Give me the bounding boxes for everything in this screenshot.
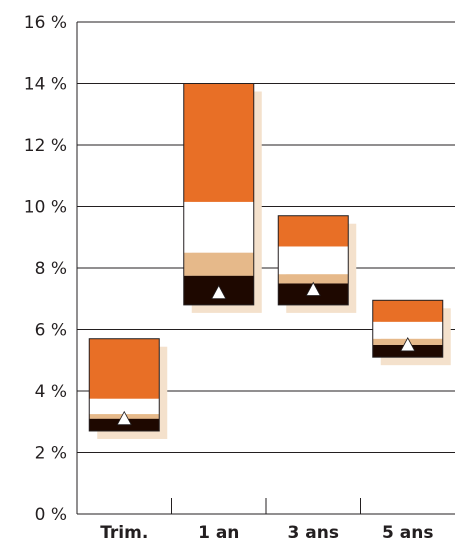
x-category-label: 1 an <box>198 523 239 543</box>
value-marker <box>305 281 321 296</box>
value-marker <box>400 337 416 352</box>
bar-outline <box>183 83 255 306</box>
bars <box>88 83 451 439</box>
bar-segment <box>278 274 349 284</box>
y-tick-label: 14 % <box>24 75 67 95</box>
y-tick-label: 12 % <box>24 136 67 156</box>
y-tick-label: 2 % <box>35 444 67 464</box>
bar-outline <box>277 215 349 306</box>
y-tick-label: 16 % <box>24 13 67 33</box>
value-marker <box>211 284 227 300</box>
bar-segment <box>372 321 443 339</box>
y-tick-label: 4 % <box>35 382 67 402</box>
bar-segment <box>372 300 443 322</box>
bar-segment <box>278 215 349 247</box>
bar-segment <box>183 83 254 202</box>
bar-segment <box>278 246 349 275</box>
bar-outline <box>372 299 444 358</box>
y-axis-tick-labels: 0 % 2 % 4 % 6 % 8 % 10 % 12 % 14 % 16 % <box>24 13 67 525</box>
x-category-label: 5 ans <box>382 523 433 543</box>
y-tick-label: 6 % <box>35 321 67 341</box>
grid-layer <box>76 21 455 514</box>
x-axis: Trim. 1 an 3 ans 5 ans <box>77 498 455 543</box>
x-category-label: Trim. <box>100 523 148 543</box>
bar-outline <box>88 338 160 432</box>
bar-segment <box>183 201 254 253</box>
bar-segment <box>89 398 160 415</box>
y-tick-label: 10 % <box>24 198 67 218</box>
bar-segment <box>183 252 254 276</box>
y-tick-label: 0 % <box>35 505 67 525</box>
value-marker <box>116 410 132 426</box>
x-category-label: 3 ans <box>288 523 339 543</box>
y-tick-label: 8 % <box>35 259 67 279</box>
bar-segment <box>89 338 160 399</box>
